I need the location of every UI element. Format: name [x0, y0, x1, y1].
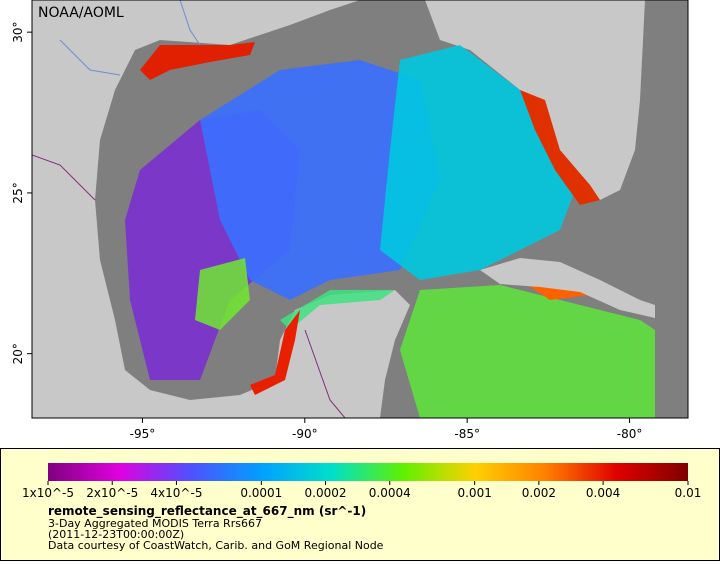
river: [179, 0, 201, 46]
note: (2011-12-23T00:00:00Z): [48, 528, 184, 541]
colorbar-tick-label: 2x10^-5: [86, 486, 138, 500]
colorbar-tick-label: 0.004: [586, 486, 620, 500]
border: [32, 154, 96, 201]
cuba: [480, 258, 655, 318]
data-red-campeche: [250, 310, 300, 395]
colorbar-label: remote_sensing_reflectance_at_667_nm (sr…: [48, 504, 366, 519]
colorbar-tick-label: 0.0001: [240, 486, 282, 500]
y-tick-label: 30°: [11, 22, 25, 43]
data-red-louisiana: [140, 42, 255, 80]
data-green: [400, 285, 655, 418]
x-tick-label: -80°: [617, 427, 643, 441]
colorbar-tick-label: 0.0002: [305, 486, 347, 500]
x-tick-label: -95°: [130, 427, 156, 441]
y-tick-label: 20°: [11, 343, 25, 364]
x-tick-label: -85°: [454, 427, 480, 441]
data-red-florida: [520, 90, 600, 205]
colorbar-tick-label: 0.002: [522, 486, 556, 500]
y-tick-label: 25°: [11, 182, 25, 203]
colorbar-tick-label: 0.0004: [369, 486, 411, 500]
colorbar-tick-label: 4x10^-5: [150, 486, 202, 500]
note: Data courtesy of CoastWatch, Carib. and …: [48, 539, 384, 552]
border: [304, 329, 346, 418]
colorbar-tick-label: 1x10^-5: [22, 486, 74, 500]
note: 3-Day Aggregated MODIS Terra Rrs667: [48, 517, 262, 530]
attribution: NOAA/AOML: [38, 5, 124, 21]
x-tick-label: -90°: [292, 427, 318, 441]
colorbar-tick-label: 0.001: [457, 486, 491, 500]
data-green-west: [195, 258, 250, 330]
data-green-campeche: [280, 290, 395, 330]
colorbar: [48, 463, 688, 481]
map-frame: [31, 0, 689, 419]
data-blue: [200, 60, 440, 300]
colorbar-tick-label: 0.01: [675, 486, 702, 500]
map: [32, 0, 688, 418]
river: [59, 39, 121, 76]
